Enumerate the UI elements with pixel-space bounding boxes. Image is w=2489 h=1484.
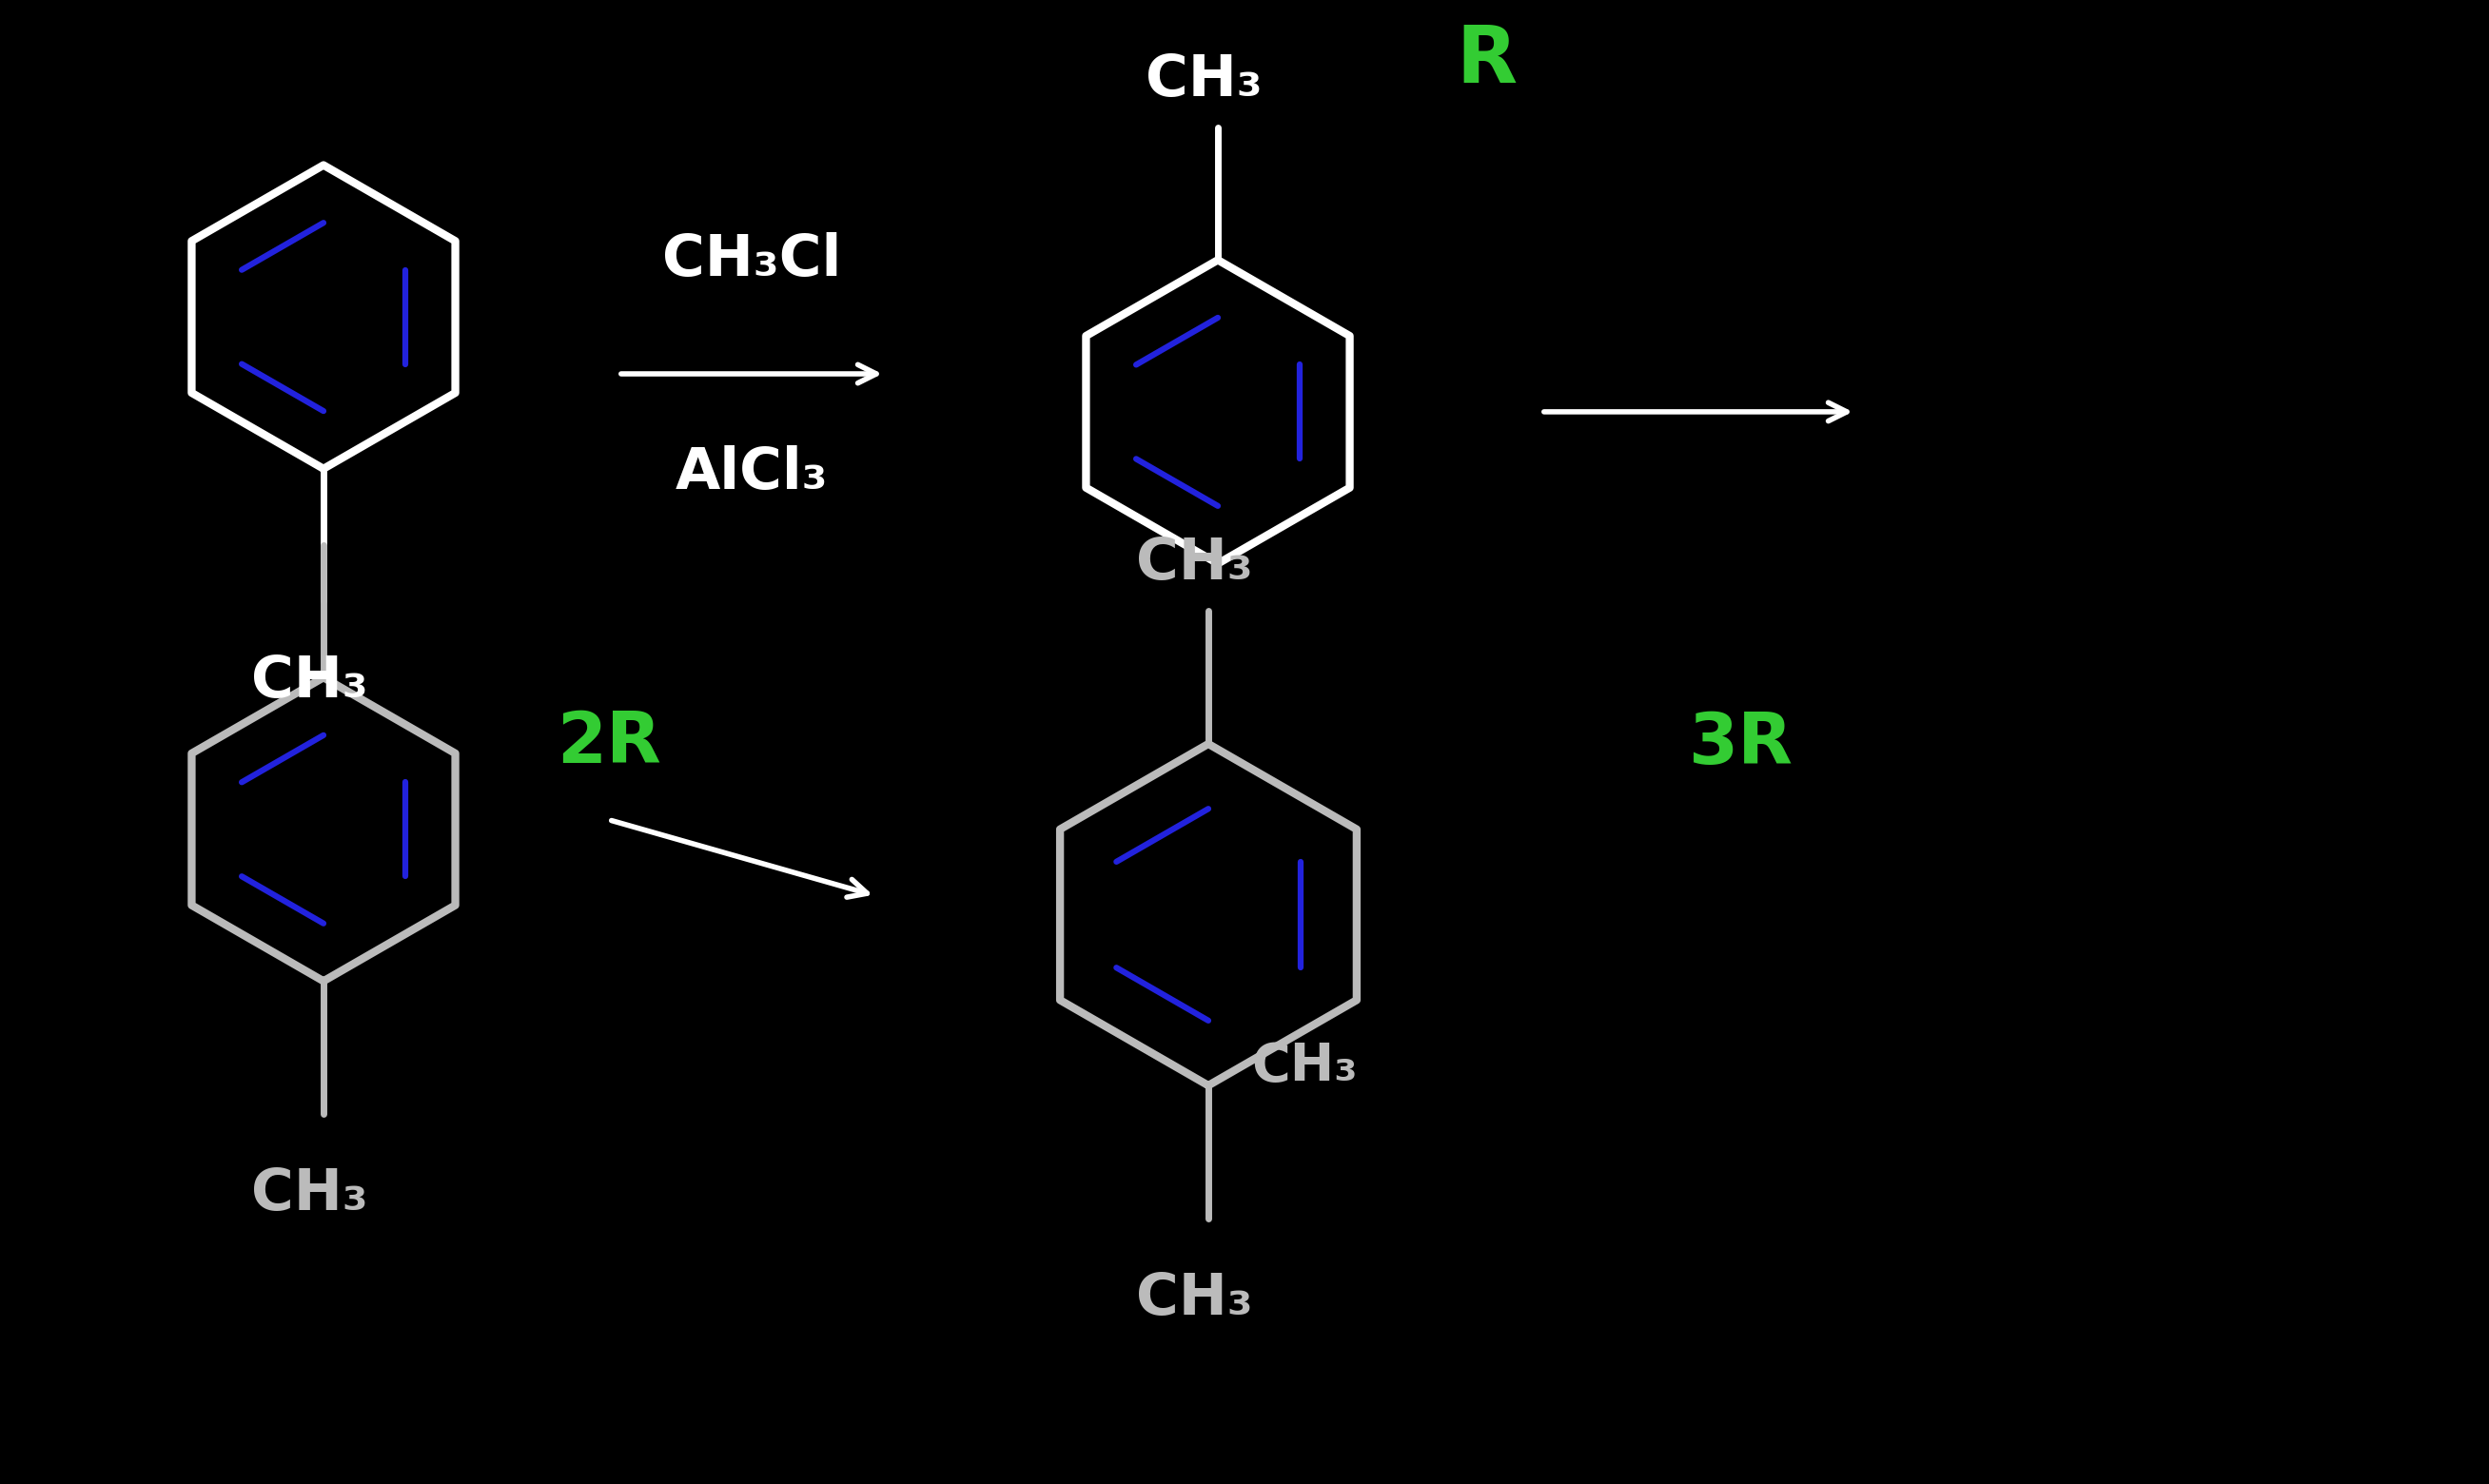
Text: 3R: 3R: [1690, 709, 1795, 779]
Text: CH₃: CH₃: [1145, 52, 1262, 108]
Text: CH₃: CH₃: [251, 654, 368, 709]
Text: CH₃: CH₃: [1252, 1040, 1357, 1092]
Text: CH₃: CH₃: [1135, 536, 1252, 592]
Text: CH₃Cl: CH₃Cl: [662, 233, 841, 288]
Text: R: R: [1456, 22, 1516, 99]
Text: CH₃: CH₃: [251, 1166, 368, 1223]
Text: CH₃: CH₃: [1135, 1270, 1252, 1327]
Text: 2R: 2R: [558, 709, 662, 779]
Text: AlCl₃: AlCl₃: [675, 445, 829, 502]
